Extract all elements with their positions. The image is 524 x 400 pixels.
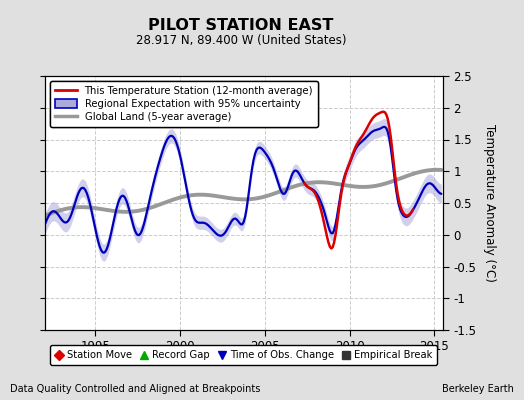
- Legend: This Temperature Station (12-month average), Regional Expectation with 95% uncer: This Temperature Station (12-month avera…: [50, 81, 318, 127]
- Y-axis label: Temperature Anomaly (°C): Temperature Anomaly (°C): [483, 124, 496, 282]
- Text: PILOT STATION EAST: PILOT STATION EAST: [148, 18, 334, 33]
- Text: 28.917 N, 89.400 W (United States): 28.917 N, 89.400 W (United States): [136, 34, 346, 47]
- Legend: Station Move, Record Gap, Time of Obs. Change, Empirical Break: Station Move, Record Gap, Time of Obs. C…: [50, 345, 438, 365]
- Text: Berkeley Earth: Berkeley Earth: [442, 384, 514, 394]
- Text: Data Quality Controlled and Aligned at Breakpoints: Data Quality Controlled and Aligned at B…: [10, 384, 261, 394]
